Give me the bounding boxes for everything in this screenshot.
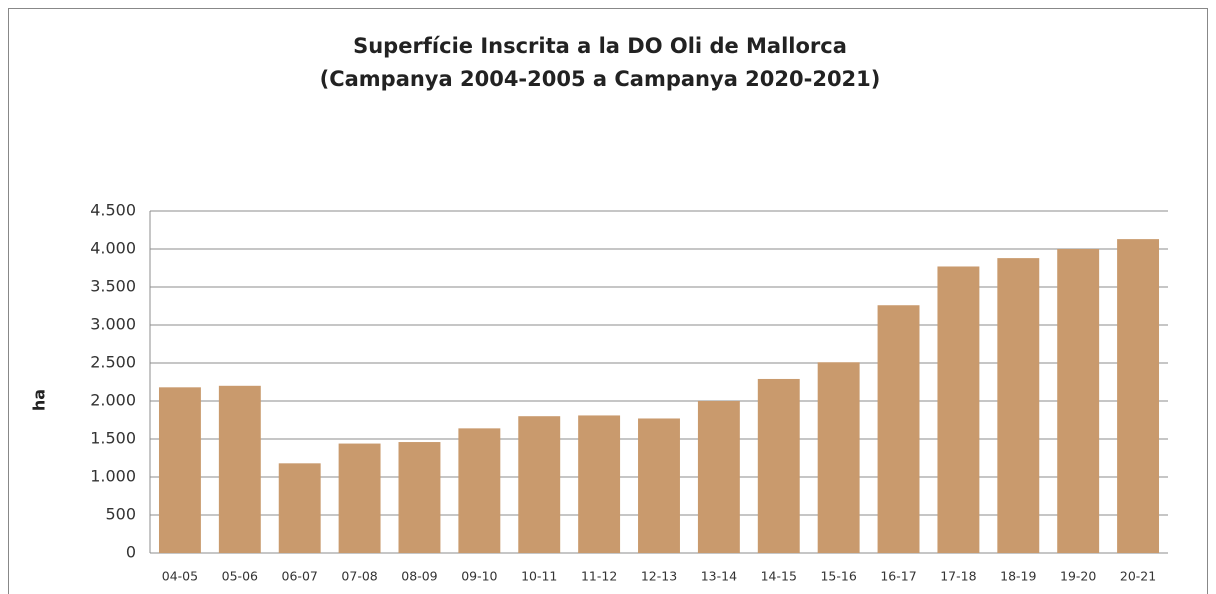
x-tick-label: 16-17 xyxy=(880,569,916,584)
bar xyxy=(278,463,321,553)
y-tick-label: 2.000 xyxy=(90,391,136,410)
bar xyxy=(458,428,501,553)
bar xyxy=(218,385,261,553)
chart-border xyxy=(8,8,1208,594)
x-tick-label: 15-16 xyxy=(820,569,856,584)
x-tick-label: 11-12 xyxy=(581,569,617,584)
bar xyxy=(1117,239,1160,553)
bar xyxy=(518,416,561,553)
bar xyxy=(817,362,860,553)
x-tick-label: 20-21 xyxy=(1120,569,1156,584)
bar xyxy=(997,258,1040,553)
x-tick-label: 05-06 xyxy=(222,569,258,584)
y-tick-label: 2.500 xyxy=(90,353,136,372)
x-tick-label: 18-19 xyxy=(1000,569,1036,584)
x-tick-label: 10-11 xyxy=(521,569,557,584)
bar xyxy=(338,443,381,553)
y-tick-label: 4.500 xyxy=(90,201,136,220)
y-tick-label: 3.000 xyxy=(90,315,136,334)
bar xyxy=(757,378,800,553)
x-tick-label: 12-13 xyxy=(641,569,677,584)
chart-subtitle: (Campanya 2004-2005 a Campanya 2020-2021… xyxy=(320,67,881,91)
chart-title: Superfície Inscrita a la DO Oli de Mallo… xyxy=(353,34,847,58)
y-tick-label: 500 xyxy=(105,505,136,524)
bar xyxy=(158,387,201,553)
x-tick-label: 13-14 xyxy=(701,569,737,584)
x-tick-label: 07-08 xyxy=(341,569,377,584)
y-tick-label: 3.500 xyxy=(90,277,136,296)
x-tick-label: 09-10 xyxy=(461,569,497,584)
x-tick-label: 04-05 xyxy=(162,569,198,584)
y-tick-label: 4.000 xyxy=(90,239,136,258)
bar xyxy=(937,266,980,553)
x-tick-label: 17-18 xyxy=(940,569,976,584)
x-tick-label: 19-20 xyxy=(1060,569,1096,584)
bar xyxy=(1057,249,1100,553)
x-tick-label: 06-07 xyxy=(282,569,318,584)
bar xyxy=(578,415,621,553)
bar xyxy=(398,442,441,553)
y-tick-label: 1.000 xyxy=(90,467,136,486)
bar xyxy=(697,401,740,553)
x-tick-label: 08-09 xyxy=(401,569,437,584)
bar xyxy=(638,418,680,553)
bar xyxy=(877,305,920,553)
y-tick-label: 0 xyxy=(126,543,136,562)
y-tick-label: 1.500 xyxy=(90,429,136,448)
y-axis-label: ha xyxy=(30,389,49,411)
x-tick-label: 14-15 xyxy=(761,569,797,584)
